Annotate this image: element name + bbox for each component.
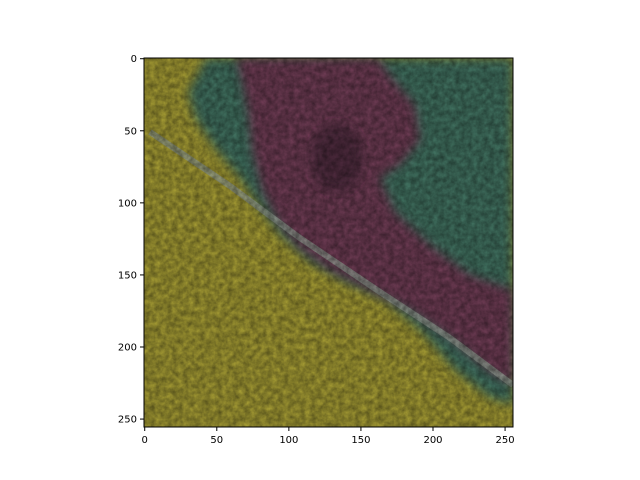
y-tick-label: 150 — [118, 270, 137, 281]
y-tick-label: 250 — [118, 415, 137, 426]
segmentation-overlay-image — [144, 58, 513, 427]
image-frame — [143, 57, 514, 428]
y-tick-label: 0 — [131, 54, 137, 65]
y-tick-label: 100 — [118, 198, 137, 209]
x-tick-label: 0 — [142, 435, 148, 446]
x-tick-label: 250 — [496, 435, 515, 446]
x-tick-label: 100 — [279, 435, 298, 446]
x-tick-label: 50 — [210, 435, 223, 446]
y-axis: 0 50 100 150 200 250 — [118, 54, 144, 426]
x-tick-label: 200 — [423, 435, 442, 446]
texture-layer — [144, 58, 513, 427]
x-axis: 0 50 100 150 200 250 — [142, 427, 515, 446]
y-tick-label: 200 — [118, 343, 137, 354]
y-tick-label: 50 — [124, 126, 137, 137]
x-tick-label: 150 — [351, 435, 370, 446]
